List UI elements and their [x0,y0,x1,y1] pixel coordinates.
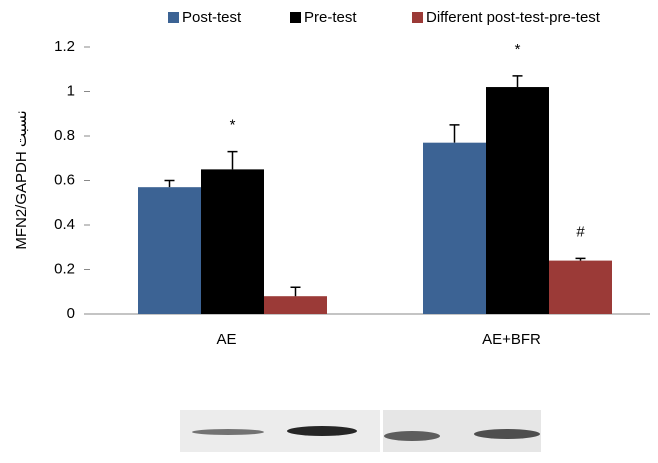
bar [486,87,549,314]
error-bar [165,181,175,188]
y-tick-label: 0.4 [54,216,75,233]
annotation: # [576,223,585,240]
error-bar [228,152,238,170]
error-bar [576,258,586,260]
bar [201,169,264,314]
legend-swatch [168,12,179,23]
y-tick-label: 0.6 [54,171,75,188]
blot-band [384,431,440,441]
blot-band [474,429,540,439]
blot-band [192,429,264,435]
annotation: * [230,117,236,134]
y-tick-label: 1 [67,82,75,99]
error-bar [513,76,523,87]
error-bar [450,125,460,143]
legend-swatch [290,12,301,23]
annotation: * [515,41,521,58]
legend-swatch [412,12,423,23]
y-tick-label: 0.8 [54,127,75,144]
legend-label: Different post-test-pre-test [426,9,601,26]
legend-label: Pre-test [304,9,357,26]
bar [264,296,327,314]
y-axis-label: MFN2/GAPDH نسبت [13,110,30,249]
x-tick-label: AE [216,331,236,348]
bar [423,143,486,314]
bar [549,261,612,314]
bar [138,187,201,314]
y-tick-label: 0 [67,305,75,322]
legend-label: Post-test [182,9,242,26]
y-tick-label: 1.2 [54,38,75,55]
x-tick-label: AE+BFR [482,331,541,348]
western-blot [180,410,541,452]
error-bar [291,287,301,296]
chart: MFN2/GAPDH نسبت 0 0.2 0.4 0.6 0.8 1 1.2 Post-te… [0,0,658,463]
y-tick-label: 0.2 [54,260,75,277]
blot-band [287,426,357,436]
